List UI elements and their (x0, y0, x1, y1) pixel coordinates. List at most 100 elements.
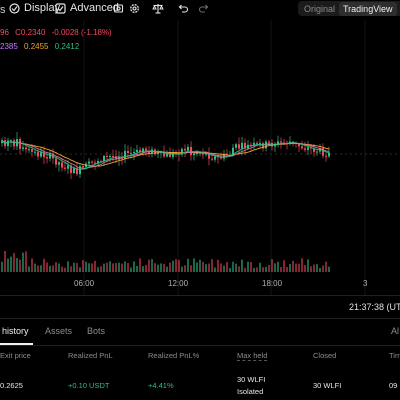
volume-bar (121, 263, 123, 272)
display-toggle-icon (9, 2, 20, 14)
volume-bar (217, 259, 219, 272)
volume-bar (4, 250, 6, 272)
column-closed: Closed (313, 351, 337, 360)
column-realized-pnl: Realized PnL (68, 351, 113, 360)
clock-timestamp: 21:37:38 (UT (349, 302, 400, 312)
volume-bar (88, 263, 90, 272)
candle-body (298, 143, 300, 147)
volume-bar (112, 263, 114, 272)
volume-bar (67, 261, 69, 272)
candle-body (70, 165, 72, 173)
candle-body (109, 156, 111, 158)
legend-prefix-value: 96 (0, 28, 9, 37)
volume-bar (16, 258, 18, 272)
candle-body (307, 147, 309, 150)
volume-bar (109, 261, 111, 272)
legend-change-value: -0.0028 (51, 28, 79, 37)
volume-bar (229, 267, 231, 272)
candle-body (73, 168, 75, 173)
display-button[interactable]: Display (9, 2, 60, 14)
volume-bar (58, 263, 60, 272)
candle-body (253, 142, 255, 145)
candle-body (97, 161, 99, 164)
volume-bar (82, 260, 84, 272)
column-max-held: Max held (237, 351, 268, 361)
view-original-button[interactable]: Original (304, 3, 336, 14)
candle-body (268, 141, 270, 143)
candle-body (274, 144, 276, 147)
candle-body (244, 142, 246, 149)
volume-bar (286, 266, 288, 272)
candlestick-chart[interactable] (0, 0, 400, 318)
volume-bar (145, 264, 147, 272)
candle-body (184, 148, 186, 151)
view-tradingview-button[interactable]: TradingView (339, 1, 397, 16)
volume-bar (163, 263, 165, 272)
volume-bar (277, 261, 279, 272)
tab-history[interactable]: history (2, 326, 29, 336)
volume-bar (274, 263, 276, 272)
volume-bar (298, 263, 300, 272)
toolbar-left-fragment: s (0, 4, 6, 16)
candle-body (313, 148, 315, 153)
redo-icon[interactable] (198, 3, 209, 14)
volume-bar (241, 259, 243, 272)
volume-bar (157, 264, 159, 272)
candle-body (304, 148, 306, 150)
cell-exit-price: 0.2625 (0, 381, 23, 390)
undo-icon[interactable] (178, 3, 189, 14)
ma-value-1: 2385 (0, 42, 18, 51)
scale-icon[interactable] (152, 3, 164, 14)
axis-divider (0, 295, 400, 296)
volume-bar (91, 263, 93, 272)
candle-body (103, 155, 105, 162)
candle-body (325, 155, 327, 157)
candle-body (148, 150, 150, 154)
legend-close-label: C (15, 28, 21, 37)
column-exit-price: Exit price (0, 351, 31, 360)
volume-bar (187, 258, 189, 272)
candle-body (232, 147, 234, 155)
volume-bar (301, 258, 303, 272)
tab-assets[interactable]: Assets (45, 326, 73, 336)
tab-bots[interactable]: Bots (87, 326, 106, 336)
candle-body (55, 158, 57, 165)
volume-bar (97, 267, 99, 272)
volume-bar (328, 266, 330, 272)
volume-bar (7, 258, 9, 272)
candle-body (280, 141, 282, 143)
volume-bar (136, 265, 138, 272)
time-axis-label: 3 (363, 279, 368, 288)
volume-bar (220, 263, 222, 272)
volume-bar (295, 263, 297, 272)
candle-body (163, 151, 165, 157)
volume-bar (154, 263, 156, 272)
cell-margin-mode: Isolated (237, 387, 264, 396)
volume-bar (106, 262, 108, 272)
volume-bar (19, 259, 21, 272)
cell-realized-pnl-pct: +4.41% (148, 381, 174, 390)
volume-bar (43, 258, 45, 272)
volume-bar (319, 267, 321, 272)
volume-bar (139, 258, 141, 272)
volume-bar (49, 265, 51, 272)
settings-icon[interactable] (129, 3, 140, 14)
volume-bar (193, 258, 195, 272)
candle-body (277, 141, 279, 145)
volume-bar (1, 261, 3, 272)
volume-bar (130, 267, 132, 272)
volume-bar (178, 259, 180, 272)
volume-bar (133, 261, 135, 272)
candle-body (79, 166, 81, 175)
cell-realized-pnl: +0.10 USDT (68, 381, 110, 390)
volume-bar (115, 263, 117, 272)
ma-value-2: 0.2455 (24, 42, 49, 51)
volume-bar (265, 266, 267, 272)
candle-body (301, 146, 303, 149)
advanced-button[interactable]: Advanced (55, 2, 119, 14)
candle-body (202, 152, 204, 155)
candle-body (13, 140, 15, 147)
gear-icon[interactable] (113, 3, 124, 14)
tab-all[interactable]: Al (391, 326, 400, 336)
time-axis-label: 12:00 (168, 279, 189, 288)
